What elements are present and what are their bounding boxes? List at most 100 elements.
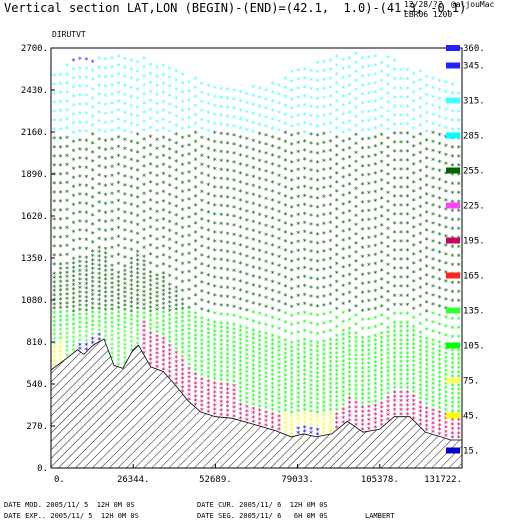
wind-marker: * bbox=[219, 324, 224, 333]
wind-marker: * bbox=[232, 258, 237, 267]
colorbar-swatch bbox=[446, 447, 460, 454]
wind-marker: * bbox=[187, 178, 192, 187]
wind-marker: * bbox=[244, 307, 249, 316]
wind-marker: * bbox=[180, 270, 185, 279]
wind-marker: * bbox=[167, 101, 172, 110]
wind-marker: * bbox=[347, 334, 352, 343]
wind-marker: * bbox=[116, 335, 121, 344]
colorbar-label: 195. bbox=[463, 237, 485, 247]
wind-marker: * bbox=[97, 249, 102, 258]
wind-marker: * bbox=[167, 263, 172, 272]
wind-marker: * bbox=[424, 92, 429, 101]
wind-marker: * bbox=[437, 150, 442, 159]
wind-marker: * bbox=[122, 236, 127, 245]
wind-marker: * bbox=[360, 145, 365, 154]
wind-marker: * bbox=[354, 204, 359, 213]
wind-marker: * bbox=[244, 338, 249, 347]
wind-marker: * bbox=[437, 258, 442, 267]
wind-marker: * bbox=[225, 149, 230, 158]
wind-marker: * bbox=[270, 363, 275, 372]
wind-marker: * bbox=[161, 344, 166, 353]
wind-marker: * bbox=[225, 342, 230, 351]
wind-marker: * bbox=[238, 371, 243, 380]
wind-marker: * bbox=[328, 201, 333, 210]
wind-marker: * bbox=[122, 182, 127, 191]
wind-marker: * bbox=[360, 352, 365, 361]
wind-marker: * bbox=[347, 417, 352, 426]
wind-marker: * bbox=[116, 116, 121, 125]
wind-marker: * bbox=[399, 372, 404, 381]
wind-marker: * bbox=[270, 389, 275, 398]
wind-marker: * bbox=[405, 229, 410, 238]
wind-marker: * bbox=[418, 365, 423, 374]
wind-marker: * bbox=[386, 333, 391, 342]
wind-marker: * bbox=[135, 203, 140, 212]
wind-marker: * bbox=[296, 194, 301, 203]
wind-marker: * bbox=[206, 321, 211, 330]
wind-marker: * bbox=[135, 283, 140, 292]
wind-marker: * bbox=[135, 185, 140, 194]
wind-marker: * bbox=[110, 91, 115, 100]
wind-marker: * bbox=[155, 324, 160, 333]
wind-marker: * bbox=[283, 229, 288, 238]
wind-marker: * bbox=[456, 207, 461, 216]
wind-marker: * bbox=[90, 300, 95, 309]
wind-marker: * bbox=[264, 105, 269, 114]
wind-marker: * bbox=[354, 123, 359, 132]
wind-marker: * bbox=[167, 146, 172, 155]
wind-marker: * bbox=[386, 81, 391, 90]
wind-marker: * bbox=[212, 380, 217, 389]
wind-marker: * bbox=[212, 341, 217, 350]
wind-marker: * bbox=[174, 332, 179, 341]
wind-marker: * bbox=[443, 278, 448, 287]
wind-marker: * bbox=[354, 382, 359, 391]
wind-marker: * bbox=[302, 183, 307, 192]
wind-marker: * bbox=[392, 319, 397, 328]
wind-marker: * bbox=[135, 104, 140, 113]
wind-marker: * bbox=[347, 413, 352, 422]
wind-marker: * bbox=[411, 233, 416, 242]
wind-marker: * bbox=[238, 367, 243, 376]
wind-marker: * bbox=[321, 311, 326, 320]
wind-marker: * bbox=[232, 249, 237, 258]
wind-marker: * bbox=[418, 113, 423, 122]
wind-marker: * bbox=[315, 150, 320, 159]
wind-marker: * bbox=[116, 326, 121, 335]
wind-marker: * bbox=[321, 351, 326, 360]
wind-marker: * bbox=[251, 340, 256, 349]
wind-marker: * bbox=[238, 224, 243, 233]
wind-marker: * bbox=[456, 252, 461, 261]
wind-marker: * bbox=[116, 98, 121, 107]
wind-marker: * bbox=[328, 319, 333, 328]
wind-marker: * bbox=[309, 95, 314, 104]
wind-marker: * bbox=[142, 297, 147, 306]
wind-marker: * bbox=[71, 299, 76, 308]
wind-marker: * bbox=[193, 367, 198, 376]
wind-marker: * bbox=[411, 358, 416, 367]
wind-marker: * bbox=[122, 350, 127, 359]
wind-marker: * bbox=[58, 292, 63, 301]
wind-marker: * bbox=[65, 352, 70, 361]
wind-marker: * bbox=[360, 307, 365, 316]
wind-marker: * bbox=[443, 143, 448, 152]
wind-marker: * bbox=[283, 283, 288, 292]
wind-marker: * bbox=[155, 91, 160, 100]
wind-marker: * bbox=[155, 82, 160, 91]
wind-marker: * bbox=[180, 340, 185, 349]
wind-marker: * bbox=[148, 260, 153, 269]
wind-marker: * bbox=[84, 92, 89, 101]
wind-marker: * bbox=[193, 220, 198, 229]
wind-marker: * bbox=[437, 141, 442, 150]
wind-marker: * bbox=[257, 403, 262, 412]
wind-marker: * bbox=[328, 247, 333, 256]
wind-marker: * bbox=[110, 254, 115, 263]
wind-marker: * bbox=[405, 85, 410, 94]
wind-marker: * bbox=[328, 75, 333, 84]
wind-marker: * bbox=[238, 260, 243, 269]
wind-marker: * bbox=[341, 388, 346, 397]
wind-marker: * bbox=[296, 386, 301, 395]
wind-marker: * bbox=[392, 385, 397, 394]
wind-marker: * bbox=[386, 225, 391, 234]
wind-marker: * bbox=[199, 341, 204, 350]
wind-marker: * bbox=[167, 65, 172, 74]
